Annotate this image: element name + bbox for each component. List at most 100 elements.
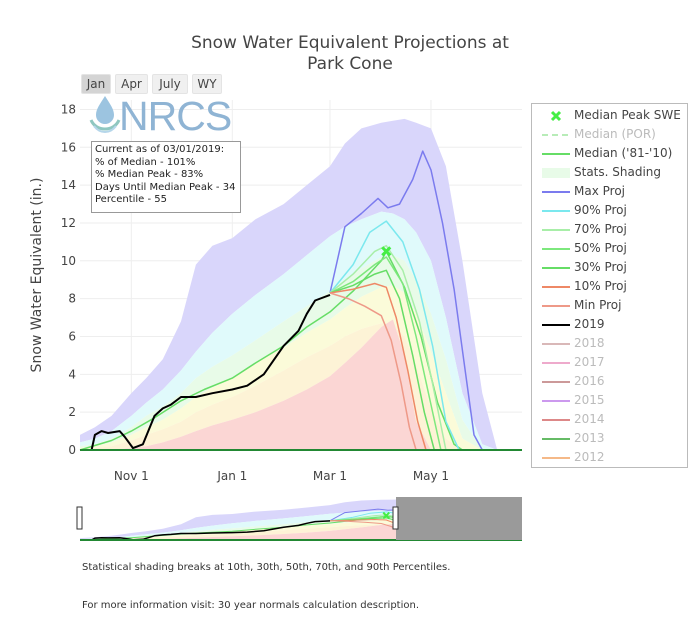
shade-90-70-mini [80,510,498,540]
mini-median-peak-marker [382,511,390,520]
chart-series [79,150,483,451]
navigator-mask [396,497,522,540]
navigator-right-handle[interactable] [392,506,399,530]
shade-50-30-mini [80,519,498,540]
stats-shading [80,118,498,451]
legend-label: 2014 [574,412,605,426]
chart-legend: Median Peak SWE Median (POR) Median ('81-'… [531,103,688,468]
y-tick-label: 16 [61,140,76,154]
legend-symbol [542,153,570,155]
legend-box [542,168,570,178]
legend-symbol [542,305,570,307]
footer-link[interactable]: For more information visit: 30 year norm… [82,600,420,611]
info-line: Days Until Median Peak - 34 [95,181,236,193]
range-button-jan[interactable]: Jan [81,74,111,94]
legend-label: 2015 [574,393,605,407]
series-line-90-proj [329,220,460,451]
legend-item[interactable]: 30% Proj [532,259,687,278]
legend-item[interactable]: 2017 [532,354,687,373]
y-tick-label: 4 [68,367,76,381]
legend-label: Stats. Shading [574,165,662,179]
legend-label: Min Proj [574,298,622,312]
x-tick-label: Mar 1 [313,469,347,483]
legend-item[interactable]: 50% Proj [532,240,687,259]
legend-item[interactable]: Min Proj [532,297,687,316]
legend-item[interactable]: 2015 [532,392,687,411]
range-navigator [76,497,522,541]
legend-symbol [542,210,570,212]
legend-label: Median (POR) [574,127,656,141]
navigator-left-handle[interactable] [76,506,83,530]
legend-label: 2017 [574,355,605,369]
legend-item[interactable]: Median (POR) [532,126,687,145]
legend-item[interactable]: Median ('81-'10) [532,145,687,164]
legend-label: 90% Proj [574,203,627,217]
legend-label: 2012 [574,450,605,464]
series-line-10-proj [329,282,427,451]
legend-item[interactable]: 70% Proj [532,221,687,240]
legend-item[interactable]: 2016 [532,373,687,392]
x-tick-label: Jan 1 [216,469,247,483]
legend-item[interactable]: Max Proj [532,183,687,202]
chart-title-line1: Snow Water Equivalent Projections at [191,33,509,53]
legend-item[interactable]: 2018 [532,335,687,354]
shade-10-min [80,319,498,450]
legend-item[interactable]: 2013 [532,430,687,449]
legend-label: 2013 [574,431,605,445]
legend-symbol [542,438,570,440]
legend-symbol [542,381,570,383]
y-axis-title: Snow Water Equivalent (in.) [29,178,45,373]
range-button-july[interactable]: July [152,74,188,94]
y-tick-label: 18 [61,102,76,116]
x-tick-label: May 1 [413,469,449,483]
legend-item[interactable]: Stats. Shading [532,164,687,183]
series-line-2019 [80,293,331,451]
series-line-min-proj [329,292,417,451]
info-line: Current as of 03/01/2019: [95,144,225,155]
legend-label: Median ('81-'10) [574,146,673,160]
series-line-50-proj [329,256,442,451]
legend-symbol [542,419,570,421]
info-line: % of Median - 101% [95,156,196,168]
chart-axes: 0 2 4 6 8 10 12 14 16 18 Nov 1 Jan 1 Mar 1 May 1 Snow … [29,102,522,483]
shade-30-10 [80,319,498,450]
legend-label: 30% Proj [574,260,627,274]
legend-item[interactable]: 2012 [532,449,687,468]
legend-label: 2019 [574,317,605,331]
footer-note: Statistical shading breaks at 10th, 30th… [82,562,451,573]
legend-item[interactable]: 90% Proj [532,202,687,221]
legend-label: 2018 [574,336,605,350]
legend-item[interactable]: Median Peak SWE [532,107,687,126]
legend-item[interactable]: 2014 [532,411,687,430]
legend-symbol [550,110,562,122]
legend-symbol [542,267,570,269]
y-tick-label: 10 [61,254,76,268]
legend-item[interactable]: 10% Proj [532,278,687,297]
legend-symbol [542,286,570,288]
series-line-max-proj [329,150,483,451]
series-line-30-proj [329,269,436,451]
shade-90-70 [80,211,498,450]
legend-symbol [542,457,570,459]
legend-label: Median Peak SWE [574,108,681,122]
shade-70-50 [80,255,498,450]
legend-item[interactable]: 2019 [532,316,687,335]
legend-symbol [542,343,570,345]
legend-symbol [542,229,570,231]
median-peak-marker [381,246,392,257]
range-button-apr[interactable]: Apr [115,74,148,94]
y-tick-label: 2 [68,405,76,419]
legend-symbol [542,324,570,326]
chart-title: Snow Water Equivalent Projections at Par… [150,33,550,75]
info-line: Percentile - 55 [95,194,168,205]
legend-label: 10% Proj [574,279,627,293]
range-button-wy[interactable]: WY [192,74,222,94]
chart-title-line2: Park Cone [307,54,393,74]
y-tick-label: 6 [68,329,76,343]
legend-symbol [542,362,570,364]
legend-symbol [542,168,570,178]
legend-symbol [542,191,570,193]
nrcs-logo-text: NRCS [119,93,232,139]
legend-label: 70% Proj [574,222,627,236]
info-line: % Median Peak - 83% [95,169,204,180]
